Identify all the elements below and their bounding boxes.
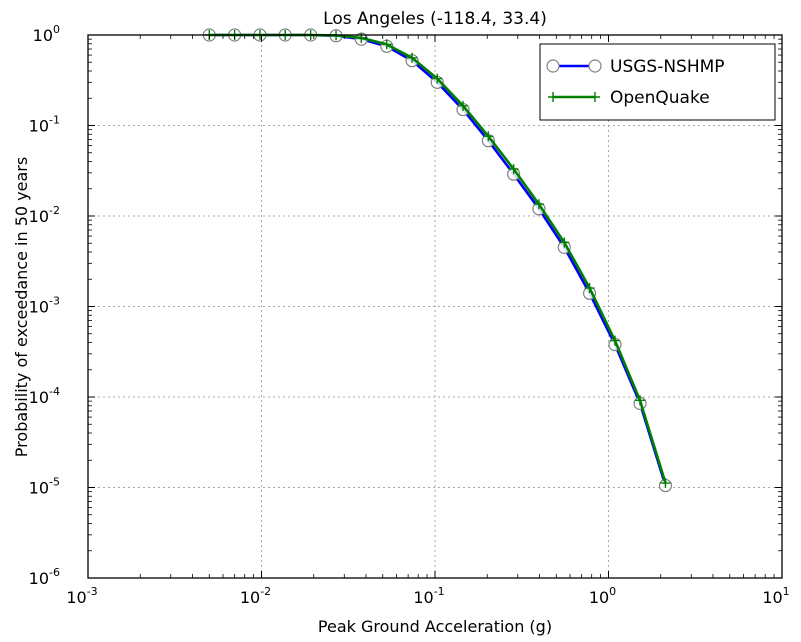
y-tick-label: 10-3 [29,295,60,317]
legend-marker [590,92,600,102]
data-point [508,164,519,175]
data-point [381,39,392,50]
legend-item-usgs-nshmp: USGS-NSHMP [546,57,725,77]
data-point [457,100,468,111]
data-point [483,131,494,142]
legend-label: USGS-NSHMP [610,57,725,77]
legend-marker [546,59,560,73]
legend-marker [548,92,558,102]
chart-title: Los Angeles (-118.4, 33.4) [323,9,547,29]
y-tick-label: 10-1 [29,114,60,136]
x-tick-label: 10-2 [240,585,271,607]
data-point [533,199,544,210]
axis-ticks [87,34,783,579]
x-tick-label: 10-1 [413,585,444,607]
y-tick-label: 10-4 [29,385,60,407]
data-point [432,73,443,84]
data-point [559,237,570,248]
data-point [407,52,418,63]
legend-label: OpenQuake [610,88,710,108]
legend-box [539,43,776,121]
data-point [660,478,671,489]
x-tick-labels: 10-3 10-2 10-1 100 101 [66,585,789,607]
legend-marker [588,59,602,73]
y-axis-label: Probability of exceedance in 50 years [12,157,31,457]
x-tick-label: 101 [762,585,789,607]
x-tick-label: 100 [589,585,616,607]
y-tick-labels: 100 10-1 10-2 10-3 10-4 10-5 10-6 [29,23,60,588]
x-axis-label: Peak Ground Acceleration (g) [318,617,552,636]
legend-item-openquake: OpenQuake [548,88,710,108]
grid [88,35,782,578]
y-tick-label: 10-6 [29,566,60,588]
data-point [584,283,595,294]
y-tick-label: 10-2 [29,204,60,226]
y-tick-label: 100 [33,23,60,45]
data-point [635,395,646,406]
x-tick-label: 10-3 [66,585,97,607]
legend: USGS-NSHMP OpenQuake [539,43,776,121]
y-tick-label: 10-5 [29,476,60,498]
data-point [609,335,620,346]
